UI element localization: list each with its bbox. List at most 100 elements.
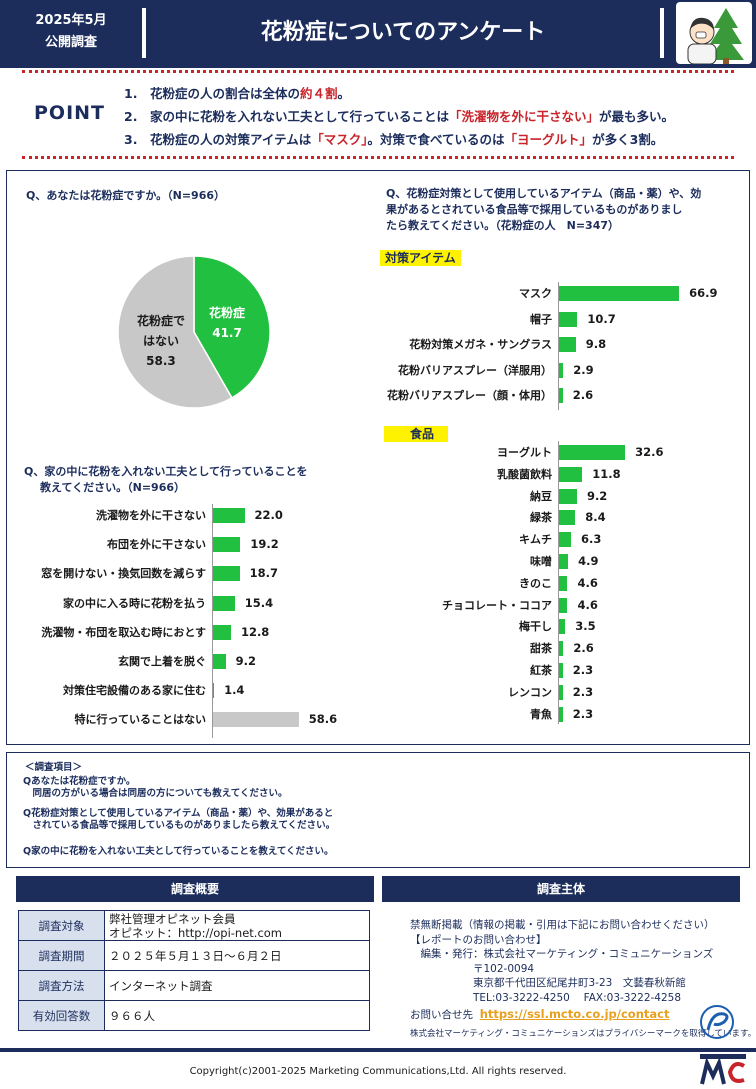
q2-question-line: Q、花粉症対策として使用しているアイテム（商品・薬）や、効 — [386, 187, 702, 200]
bar-value-label: 4.6 — [577, 597, 598, 612]
point-text: が多く3割。 — [592, 132, 664, 147]
bar-category-label: 味噌 — [530, 555, 552, 568]
bar-value-label: 4.9 — [578, 554, 599, 568]
notes-line: 同居の方がいる場合は同居の方についても教えてください。 — [23, 788, 288, 799]
bar — [558, 663, 563, 678]
bar-category-label: 対策住宅設備のある家に住む — [63, 684, 206, 698]
survey-items-notes: ＜調査項目＞ Qあなたは花粉症ですか。 同居の方がいる場合は同居の方についても教… — [6, 752, 750, 868]
point-list: 1. 花粉症の人の割合は全体の約４割。 2. 家の中に花粉を入れない工夫として行ってい… — [124, 82, 744, 151]
point-text: 花粉症の人の割合は全体の — [150, 86, 301, 101]
q2-question-line: 果があるとされている食品等で採用しているものがありまし — [386, 203, 683, 216]
bar — [558, 311, 578, 327]
bar-category-label: 花粉バリアスプレー（洋服用） — [398, 363, 552, 377]
overview-value: ９６６人 — [104, 1000, 370, 1031]
pie-slice-label: 花粉症 — [209, 305, 245, 320]
bar-value-label: 3.5 — [575, 619, 596, 634]
bar — [558, 510, 576, 526]
bar-axis — [212, 504, 213, 738]
bar — [558, 388, 563, 403]
bar-value-label: 4.6 — [577, 575, 598, 590]
overview-value: ２０２５年５月１３日～６月２日 — [104, 940, 370, 971]
bar-value-label: 6.3 — [580, 532, 602, 547]
bar-category-label: レンコン — [508, 685, 552, 699]
page-title: 花粉症についてのアンケート — [260, 20, 546, 45]
pie-value-label: 58.3 — [146, 354, 176, 368]
bar-category-label: 特に行っていることはない — [74, 713, 206, 727]
pie-slice — [117, 255, 233, 409]
header-subtitle: 公開調査 — [44, 35, 97, 50]
point-highlight: 「マスク」 — [311, 132, 368, 147]
overview-value-line: 弊社管理オピネット会員 — [109, 911, 236, 926]
header-divider — [142, 8, 146, 58]
bar — [212, 508, 245, 523]
bar-category-label: マスク — [519, 287, 552, 300]
bar-value-label: 2.6 — [573, 641, 594, 656]
bar-value-label: 15.4 — [244, 595, 274, 610]
header-date-block: 2025年5月 公開調査 — [12, 10, 130, 54]
notes-line: されている食品等で採用しているものがありましたら教えてください。 — [23, 820, 336, 831]
bar-value-label: 1.4 — [224, 683, 245, 698]
bar-value-label: 58.6 — [308, 712, 338, 727]
point-text: が最も多い。 — [599, 109, 675, 124]
table-row: 調査方法 インターネット調査 — [18, 970, 370, 1001]
bar-value-label: 2.3 — [572, 684, 594, 699]
point-label: POINT — [34, 102, 106, 124]
notes-heading: ＜調査項目＞ — [25, 762, 83, 773]
bar — [558, 286, 680, 301]
q2-question-line: たら教えてください。（花粉症の人 N=347） — [386, 219, 620, 232]
pie-value-label: 41.7 — [212, 326, 242, 340]
organizer-line: TEL:03-3222-4250 FAX:03-3222-4258 — [410, 991, 682, 1004]
bar-category-label: 花粉対策メガネ・サングラス — [409, 338, 552, 351]
bar-category-label: 納豆 — [530, 489, 552, 503]
bar — [558, 684, 563, 700]
bar-category-label: 洗濯物を外に干さない — [96, 509, 206, 522]
organizer-info: 禁無断掲載（情報の掲載・引用は下記にお問い合わせください） 【レポートのお問い合… — [410, 918, 756, 1041]
bar-value-label: 19.2 — [250, 537, 279, 552]
bar-category-label: 帽子 — [530, 312, 552, 326]
header-divider — [660, 8, 664, 58]
bar — [558, 445, 626, 460]
bar-category-label: ヨーグルト — [497, 446, 552, 459]
organizer-line: 禁無断掲載（情報の掲載・引用は下記にお問い合わせください） — [410, 919, 715, 931]
q1-question: Q、あなたは花粉症ですか。（N=966） — [26, 189, 226, 202]
bar — [558, 575, 568, 591]
bar-value-label: 2.3 — [572, 706, 594, 721]
bar-category-label: キムチ — [519, 533, 552, 547]
q3-question: Q、家の中に花粉を入れない工夫として行っていることを 教えてください。（N=96… — [24, 464, 307, 496]
privacy-note: 株式会社マーケティング・コミュニケーションズはプライバシーマークを取得しています… — [410, 1028, 756, 1039]
bar — [558, 337, 576, 352]
mc-logo-icon — [700, 1054, 746, 1085]
bar — [558, 706, 563, 722]
point-highlight: 約４割 — [300, 86, 338, 101]
organizer-line: 編集・発行：株式会社マーケティング・コミュニケーションズ — [410, 948, 714, 960]
point-text: 家の中に花粉を入れない工夫として行っていることは — [150, 109, 450, 124]
bar-category-label: チョコレート・ココア — [442, 598, 552, 612]
bar — [558, 641, 564, 657]
bar — [212, 595, 235, 611]
bar-category-label: 甜茶 — [530, 642, 552, 656]
opinet-link[interactable]: オピネット：http://opi-net.com — [109, 925, 282, 940]
overview-value: 弊社管理オピネット会員 オピネット：http://opi-net.com — [104, 910, 370, 941]
bar-value-label: 32.6 — [635, 445, 664, 459]
organizer-line: 東京都千代田区紀尾井町3-23 文藝春秋新館 — [410, 977, 686, 989]
bar — [558, 597, 568, 613]
point-item-number: 1. — [124, 86, 138, 101]
bar-category-label: 青魚 — [530, 707, 552, 721]
person-with-tree-sneezing-icon — [676, 2, 752, 64]
pie-slice-label: 花粉症で — [137, 313, 185, 328]
table-row: 有効回答数 ９６６人 — [18, 1000, 370, 1031]
overview-key: 調査期間 — [18, 940, 105, 971]
bar — [558, 466, 583, 482]
table-row: 調査対象 弊社管理オピネット会員 オピネット：http://opi-net.co… — [18, 910, 370, 941]
page-header: 2025年5月 公開調査 花粉症についてのアンケート — [0, 0, 756, 68]
bar — [558, 532, 571, 548]
overview-table: 調査対象 弊社管理オピネット会員 オピネット：http://opi-net.co… — [18, 910, 370, 1031]
bar-axis — [558, 441, 559, 725]
point-item: 3. 花粉症の人の対策アイテムは「マスク」。対策で食べているのは「ヨーグルト」が多… — [124, 128, 744, 151]
header-date: 2025年5月 — [35, 13, 107, 28]
point-item-number: 3. — [124, 132, 138, 147]
privacy-mark-logo-icon — [700, 1005, 734, 1039]
organizer-line: 〒102-0094 — [410, 962, 535, 975]
contact-link[interactable]: https://ssl.mcto.co.jp/contact — [479, 1007, 670, 1021]
point-item: 1. 花粉症の人の割合は全体の約４割。 — [124, 82, 744, 105]
